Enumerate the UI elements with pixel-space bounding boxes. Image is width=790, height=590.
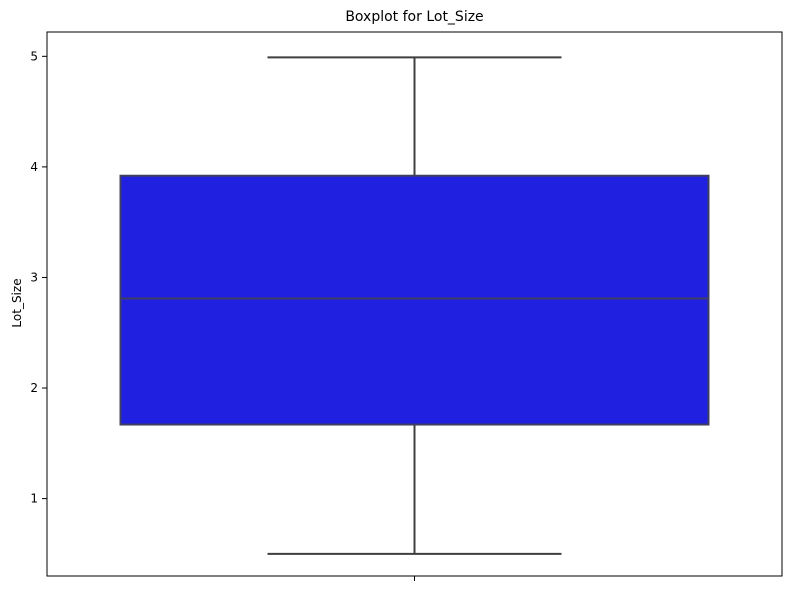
y-tick-label: 5 <box>30 49 38 63</box>
y-tick-label: 2 <box>30 381 38 395</box>
box-iqr <box>119 174 710 426</box>
plot-area: 1 2 3 4 5 <box>30 31 783 581</box>
y-tick-label: 4 <box>30 160 38 174</box>
y-axis-label: Lot_Size <box>10 278 24 327</box>
y-tick-label: 3 <box>30 270 38 284</box>
y-tick-label: 1 <box>30 492 38 506</box>
chart-title: Boxplot for Lot_Size <box>345 9 483 25</box>
y-axis-ticks: 1 2 3 4 5 <box>30 49 47 506</box>
whiskers <box>267 56 562 555</box>
